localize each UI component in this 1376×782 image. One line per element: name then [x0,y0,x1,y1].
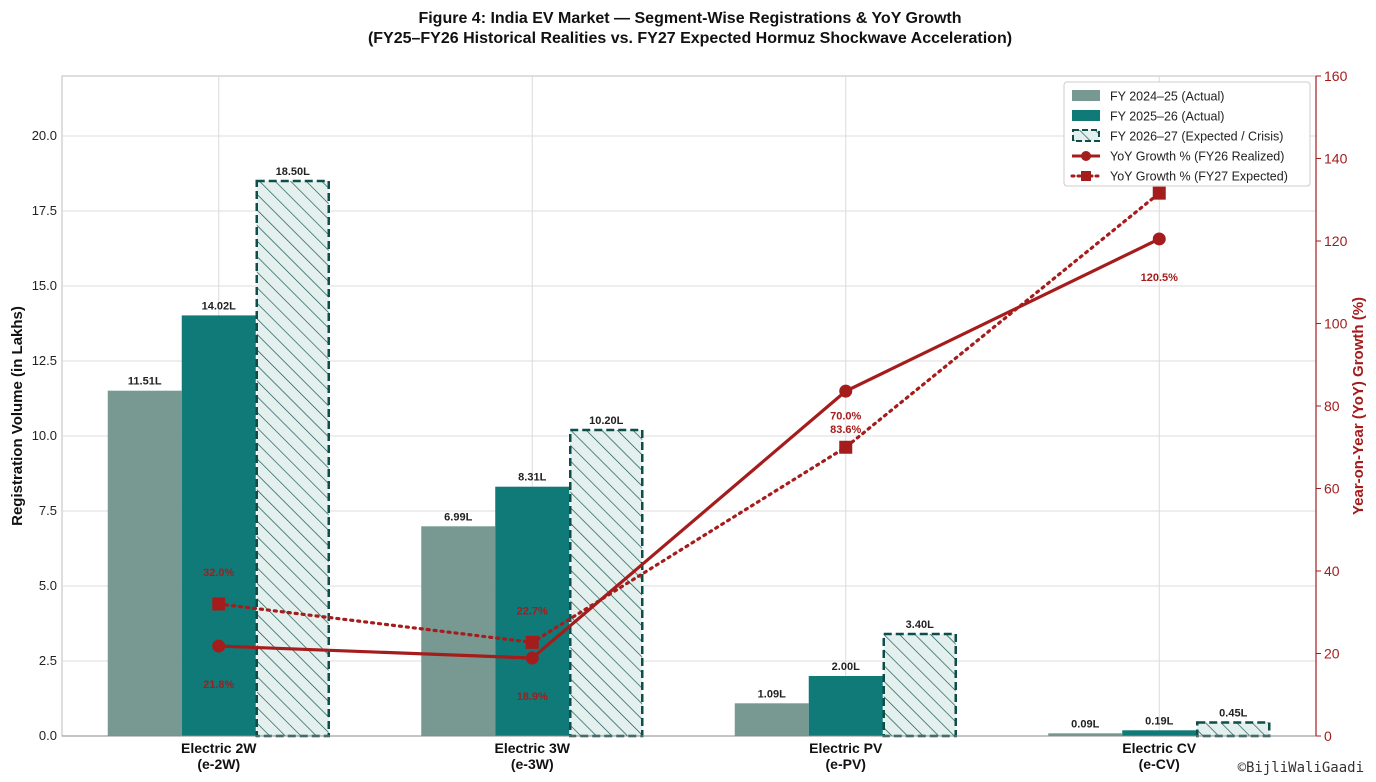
bar-value-label: 1.09L [758,688,786,700]
bar-value-label: 10.20L [589,415,624,427]
legend-swatch-marker [1081,171,1091,181]
legend-box [1063,81,1311,187]
growth-value-label: 32.0% [203,567,234,579]
y2-tick-label: 140 [1324,151,1348,167]
bar-value-label: 2.00L [832,661,860,673]
bar-fy25 [734,703,809,736]
growth-lines: 21.8% 18.9% 83.6% 120.5% 32.0% 22.7% 70.0% [203,186,1179,703]
marker-fy27 [212,597,226,611]
bar-fy26 [808,676,883,736]
y2-tick-label: 80 [1324,398,1340,414]
y-tick-label: 7.5 [39,503,57,518]
y2-tick-label: 40 [1324,563,1340,579]
growth-value-label: 70.0% [830,410,861,422]
marker-fy26 [212,639,226,653]
growth-value-label: 83.6% [830,424,861,436]
x-tick-label: Electric 3W (e-3W) [495,740,571,772]
bar-value-label: 6.99L [444,511,472,523]
y-axis-label: Registration Volume (in Lakhs) [9,306,26,526]
x-tick-label: Electric 2W (e-2W) [181,740,257,772]
x-tick-label: Electric PV (e-PV) [809,740,883,772]
y-tick-label: 17.5 [32,203,57,218]
legend-entry: FY 2024–25 (Actual) [1110,90,1224,104]
bar-value-label: 11.51L [128,376,162,388]
marker-fy27 [1152,186,1166,200]
marker-fy27 [525,635,539,649]
y-tick-label: 10.0 [32,428,57,443]
marker-fy26 [839,384,853,398]
axes: 0.0 2.5 5.0 7.5 10.0 12.5 15.0 17.5 20.0 0 20 40 60 8… [32,68,1348,772]
bar-value-label: 0.45L [1219,708,1247,720]
growth-value-label: 18.9% [517,691,548,703]
bar-fy26 [495,486,570,736]
bar-fy25 [1048,733,1123,736]
y2-tick-label: 0 [1324,728,1332,744]
bar-fy27 [1196,721,1271,738]
x-tick-label-line: (e-CV) [1139,756,1180,772]
bar-value-label: 3.40L [906,619,934,631]
x-tick-label-line: Electric PV [809,740,883,756]
growth-value-label: 120.5% [1141,272,1179,284]
x-tick-label-line: (e-3W) [511,756,554,772]
x-tick-label-line: Electric 2W [181,740,257,756]
chart-title: Figure 4: India EV Market — Segment-Wise… [418,10,961,27]
bar-value-label: 0.19L [1145,715,1173,727]
x-tick-label-line: (e-2W) [197,756,240,772]
bar-fy27 [255,179,330,738]
bar-value-label: 14.02L [202,300,237,312]
y2-tick-label: 60 [1324,481,1340,497]
legend-entry: FY 2025–26 (Actual) [1110,110,1224,124]
bar-fy27 [569,428,644,738]
y2-tick-label: 100 [1324,316,1348,332]
y-tick-label: 12.5 [32,353,57,368]
line-fy27-expected [217,191,1161,645]
marker-fy27 [839,440,853,454]
bar-fy26 [181,315,256,736]
x-tick-label: Electric CV (e-CV) [1122,740,1197,772]
legend-swatch-marker [1081,151,1091,161]
y2-tick-label: 120 [1324,233,1348,249]
y-tick-label: 2.5 [39,653,57,668]
y-tick-label: 15.0 [32,278,57,293]
y2-tick-label: 20 [1324,646,1340,662]
legend-swatch-bar [1072,110,1100,121]
watermark: ©BijliWaliGaadi [1238,760,1364,776]
legend-entry: FY 2026–27 (Expected / Crisis) [1110,130,1283,144]
legend-swatch-hatched [1072,129,1100,142]
bar-value-label: 0.09L [1071,718,1099,730]
marker-fy26 [1152,232,1166,246]
bar-fy27 [882,632,957,738]
y-tick-label: 0.0 [39,728,57,743]
legend-swatch-bar [1072,90,1100,101]
legend-entry: YoY Growth % (FY27 Expected) [1110,170,1288,184]
bar-fy25 [107,390,182,736]
growth-value-label: 22.7% [517,605,548,617]
bar-value-label: 18.50L [276,166,311,178]
chart-subtitle: (FY25–FY26 Historical Realities vs. FY27… [368,30,1012,47]
bar-value-label: 8.31L [518,472,546,484]
bar-fy25 [421,526,496,736]
y-tick-label: 5.0 [39,578,57,593]
bar-fy26 [1122,730,1197,736]
y-tick-label: 20.0 [32,128,57,143]
bars: 11.51L 6.99L 1.09L 0.09L 14.02L 8.31L 2.00L 0.1… [107,166,1271,738]
legend: FY 2024–25 (Actual) FY 2025–26 (Actual) FY… [1063,81,1311,187]
y2-axis-label: Year-on-Year (YoY) Growth (%) [1350,297,1367,515]
line-fy26-realized [218,237,1160,660]
x-tick-label-line: (e-PV) [826,756,866,772]
legend-entry: YoY Growth % (FY26 Realized) [1110,150,1284,164]
marker-fy26 [525,651,539,665]
growth-value-label: 21.8% [203,679,234,691]
x-tick-label-line: Electric 3W [495,740,571,756]
y2-tick-label: 160 [1324,68,1348,84]
x-tick-label-line: Electric CV [1122,740,1197,756]
